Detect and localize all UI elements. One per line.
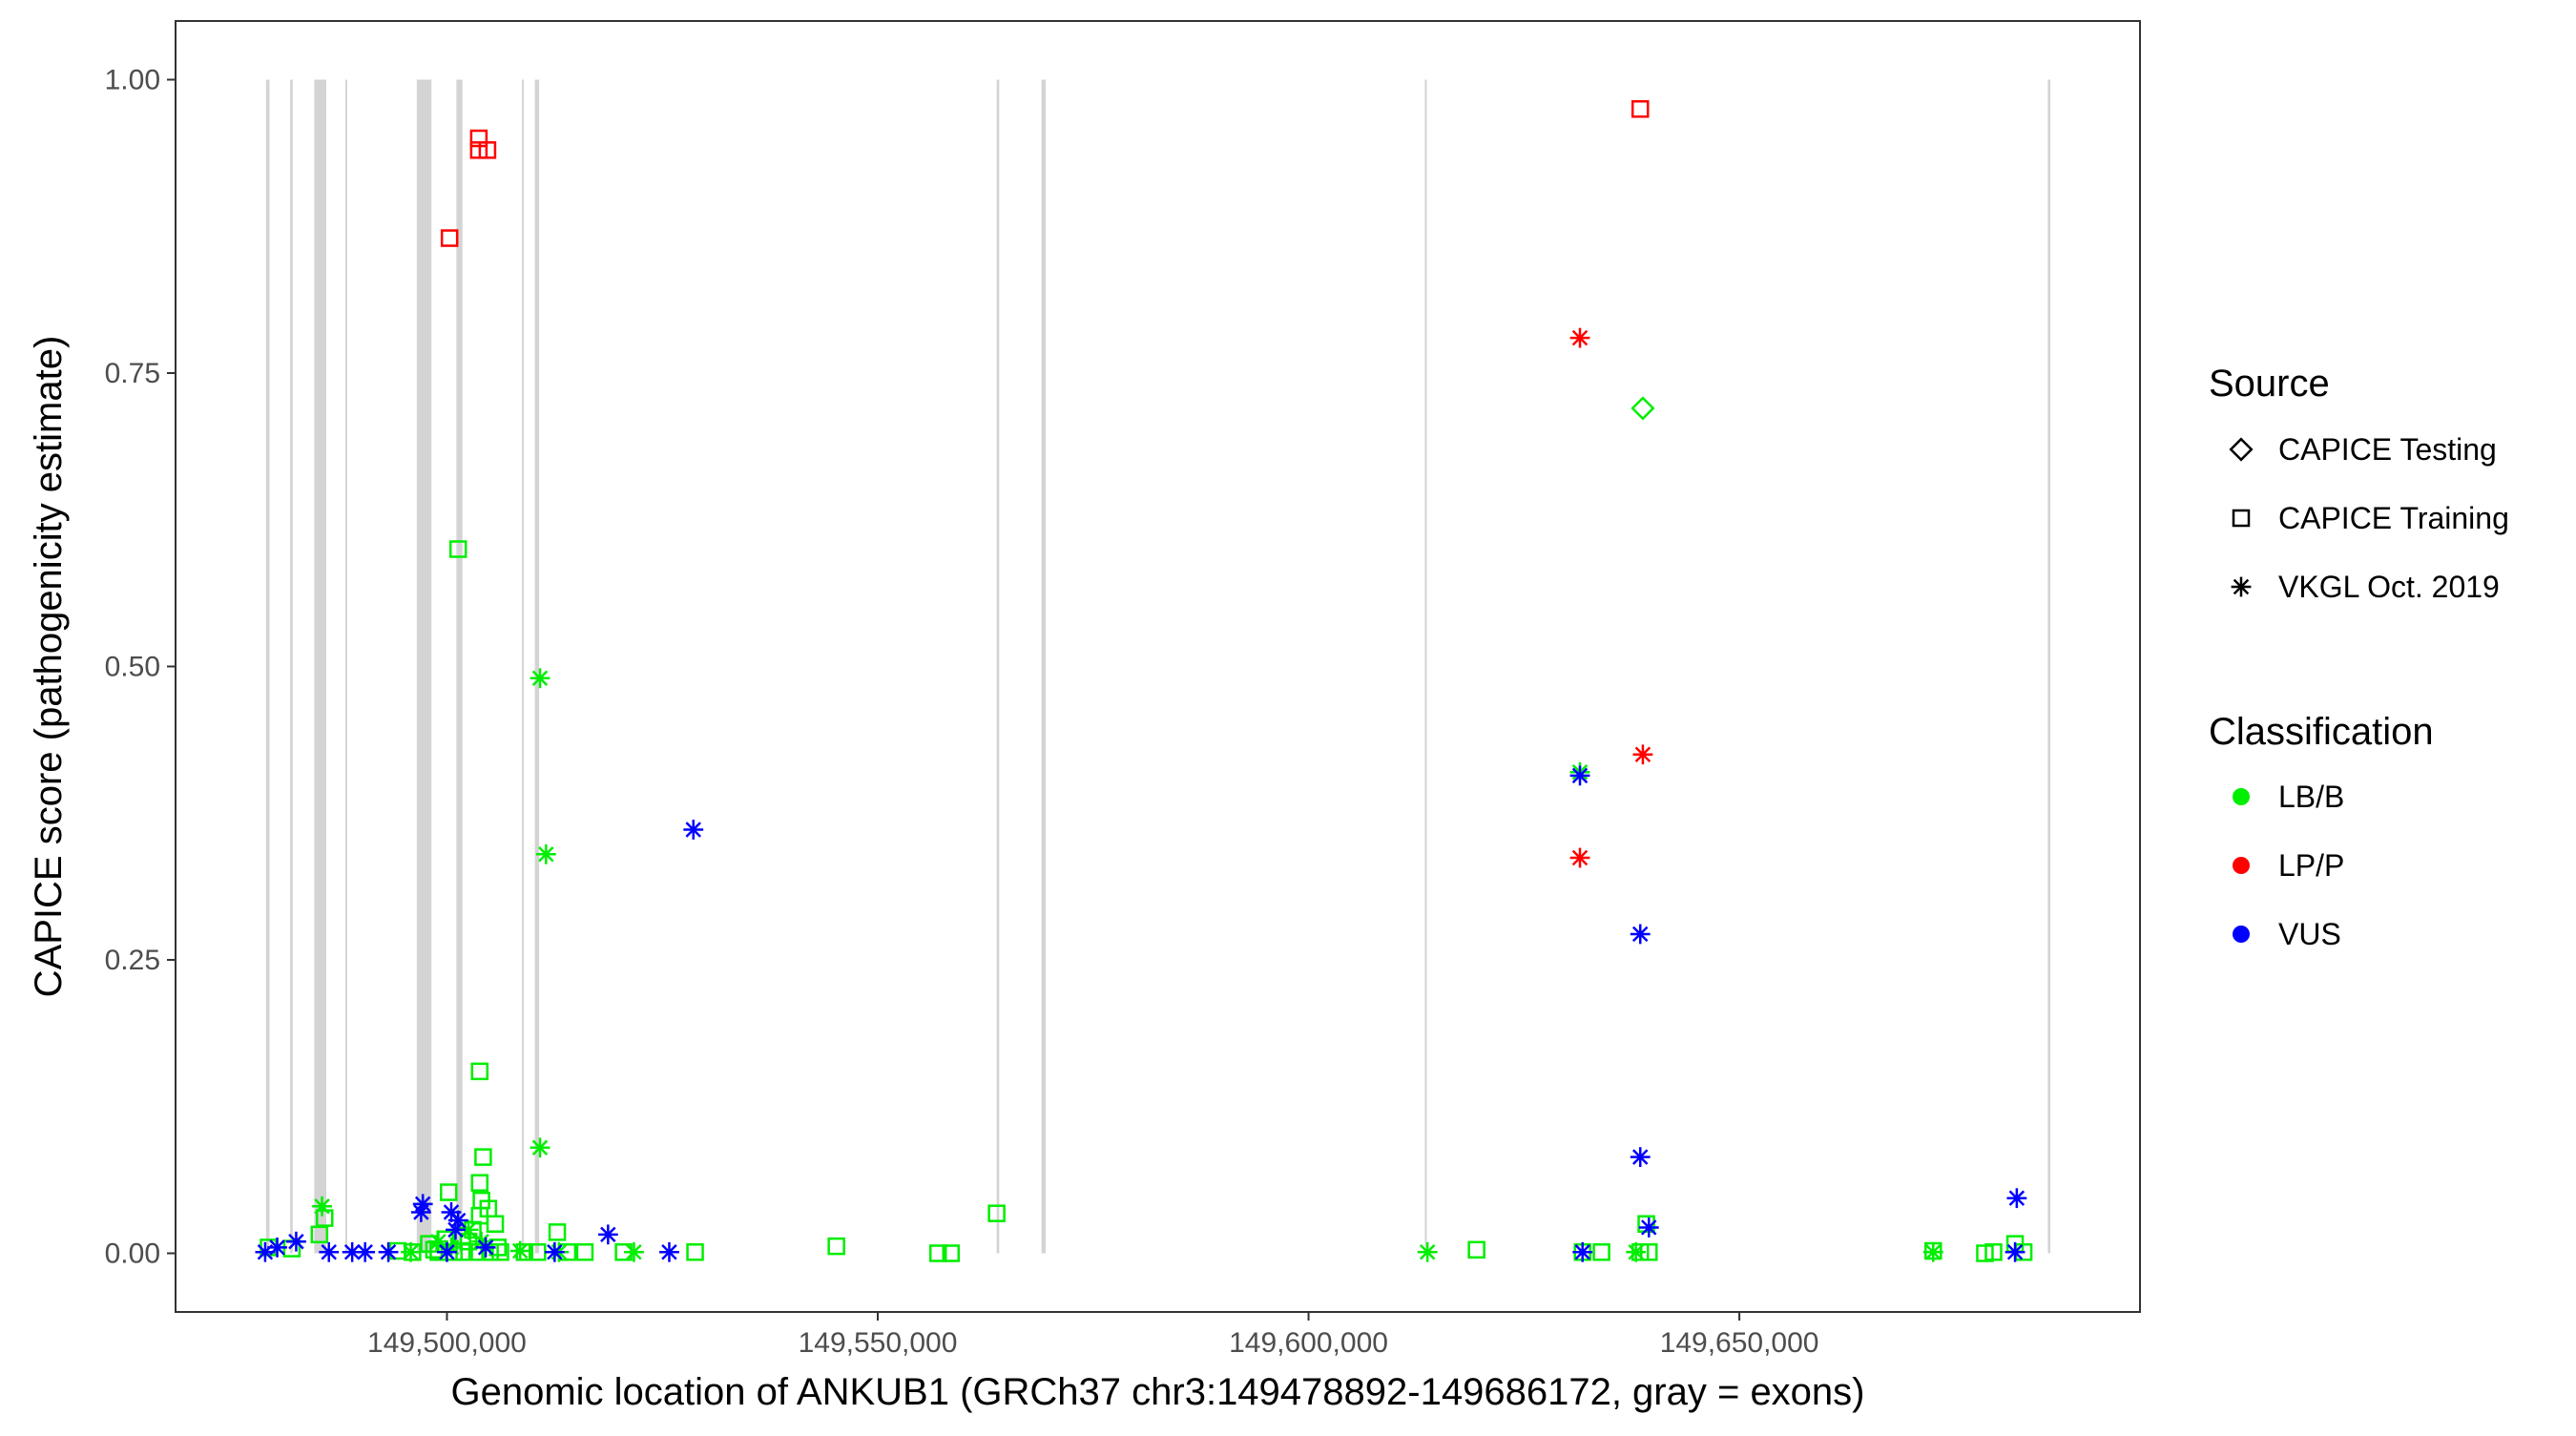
axes: 0.00 0.25 0.50 0.75 1.00 149,500,000 149,550,0… bbox=[105, 65, 1819, 1360]
x-axis-title: Genomic location of ANKUB1 (GRCh37 chr3:… bbox=[450, 1371, 1864, 1413]
legend-key-source bbox=[2229, 437, 2254, 462]
exon-band bbox=[314, 79, 327, 1254]
data-point bbox=[486, 1215, 505, 1233]
legend-label-classification: LP/P bbox=[2278, 848, 2344, 883]
data-point bbox=[1569, 847, 1590, 868]
data-point bbox=[319, 1241, 340, 1262]
legend-key-classification bbox=[2233, 788, 2250, 805]
x-tick-label: 149,600,000 bbox=[1229, 1327, 1388, 1359]
legend-label-classification: VUS bbox=[2278, 917, 2341, 951]
exon-band bbox=[416, 79, 432, 1254]
legend-label-source: CAPICE Testing bbox=[2278, 432, 2497, 467]
exon-band bbox=[1041, 79, 1047, 1254]
data-point bbox=[1626, 1241, 1647, 1262]
data-point bbox=[942, 1244, 961, 1262]
exon-band bbox=[456, 79, 463, 1254]
data-point bbox=[1467, 1240, 1485, 1259]
legend-title-source: Source bbox=[2209, 363, 2330, 405]
data-point bbox=[548, 1223, 567, 1241]
legend-key-source bbox=[2231, 576, 2252, 597]
data-point bbox=[286, 1231, 306, 1252]
y-tick-label: 0.00 bbox=[105, 1238, 160, 1270]
x-tick-label: 149,550,000 bbox=[799, 1327, 958, 1359]
data-point bbox=[1638, 1217, 1659, 1238]
data-point bbox=[827, 1237, 845, 1256]
data-point bbox=[446, 1219, 466, 1240]
exon-band bbox=[344, 79, 347, 1254]
x-tick-label: 149,500,000 bbox=[367, 1327, 527, 1359]
data-point bbox=[478, 141, 497, 159]
exon-band bbox=[534, 79, 540, 1254]
data-point bbox=[535, 843, 556, 864]
data-point bbox=[474, 1148, 492, 1166]
data-point bbox=[410, 1202, 431, 1222]
legend-key-source bbox=[2232, 509, 2251, 528]
data-point bbox=[1569, 765, 1590, 786]
data-point bbox=[1922, 1241, 1943, 1262]
data-point bbox=[987, 1204, 1006, 1222]
data-point bbox=[255, 1241, 276, 1262]
data-point bbox=[1631, 100, 1650, 118]
data-point bbox=[530, 1137, 551, 1158]
data-point bbox=[378, 1241, 399, 1262]
y-tick-label: 1.00 bbox=[105, 65, 160, 96]
legend: Source Classification CAPICE Testing CAPI… bbox=[2209, 363, 2509, 951]
data-point bbox=[2006, 1188, 2027, 1209]
data-point bbox=[475, 1237, 496, 1258]
data-point bbox=[1572, 1241, 1593, 1262]
legend-label-source: CAPICE Training bbox=[2278, 501, 2509, 535]
data-point bbox=[1592, 1243, 1610, 1261]
data-point bbox=[312, 1196, 332, 1217]
data-point bbox=[624, 1241, 644, 1262]
data-point bbox=[530, 668, 551, 689]
data-point bbox=[1631, 396, 1655, 421]
exon-band bbox=[2047, 79, 2051, 1254]
data-point bbox=[1984, 1243, 2003, 1261]
exon-bands bbox=[265, 79, 2051, 1254]
data-point bbox=[448, 540, 467, 558]
legend-label-source: VKGL Oct. 2019 bbox=[2278, 570, 2500, 604]
data-point bbox=[310, 1225, 329, 1244]
data-point bbox=[440, 1183, 458, 1201]
y-tick-label: 0.50 bbox=[105, 652, 160, 683]
data-point bbox=[437, 1241, 457, 1262]
y-axis-title: CAPICE score (pathogenicity estimate) bbox=[28, 336, 70, 998]
data-points bbox=[255, 100, 2033, 1262]
data-point bbox=[491, 1243, 509, 1261]
legend-label-classification: LB/B bbox=[2278, 780, 2344, 814]
data-point bbox=[401, 1241, 421, 1262]
y-tick-label: 0.25 bbox=[105, 945, 160, 976]
data-point bbox=[683, 820, 704, 840]
data-point bbox=[1632, 744, 1653, 765]
data-point bbox=[575, 1243, 594, 1261]
panel-border bbox=[175, 20, 2141, 1313]
exon-band bbox=[1424, 79, 1427, 1254]
data-point bbox=[1630, 1147, 1651, 1168]
exon-band bbox=[996, 79, 1000, 1254]
exon-band bbox=[522, 79, 525, 1254]
y-tick-label: 0.75 bbox=[105, 358, 160, 389]
legend-key-classification bbox=[2233, 857, 2250, 874]
data-point bbox=[509, 1240, 530, 1261]
legend-title-classification: Classification bbox=[2209, 711, 2434, 753]
data-point bbox=[470, 1062, 489, 1081]
data-point bbox=[686, 1243, 704, 1261]
data-point bbox=[1569, 327, 1590, 348]
exon-band bbox=[265, 79, 270, 1254]
data-point bbox=[440, 229, 459, 247]
data-point bbox=[355, 1241, 376, 1262]
exon-band bbox=[290, 79, 293, 1254]
data-point bbox=[1417, 1241, 1438, 1262]
legend-key-classification bbox=[2233, 926, 2250, 943]
data-point bbox=[597, 1224, 618, 1245]
data-point bbox=[2005, 1241, 2025, 1262]
data-point bbox=[1630, 924, 1651, 945]
data-point bbox=[928, 1244, 947, 1262]
data-point bbox=[470, 1174, 489, 1192]
x-tick-label: 149,650,000 bbox=[1660, 1327, 1819, 1359]
data-point bbox=[544, 1241, 565, 1262]
data-point bbox=[659, 1241, 679, 1262]
